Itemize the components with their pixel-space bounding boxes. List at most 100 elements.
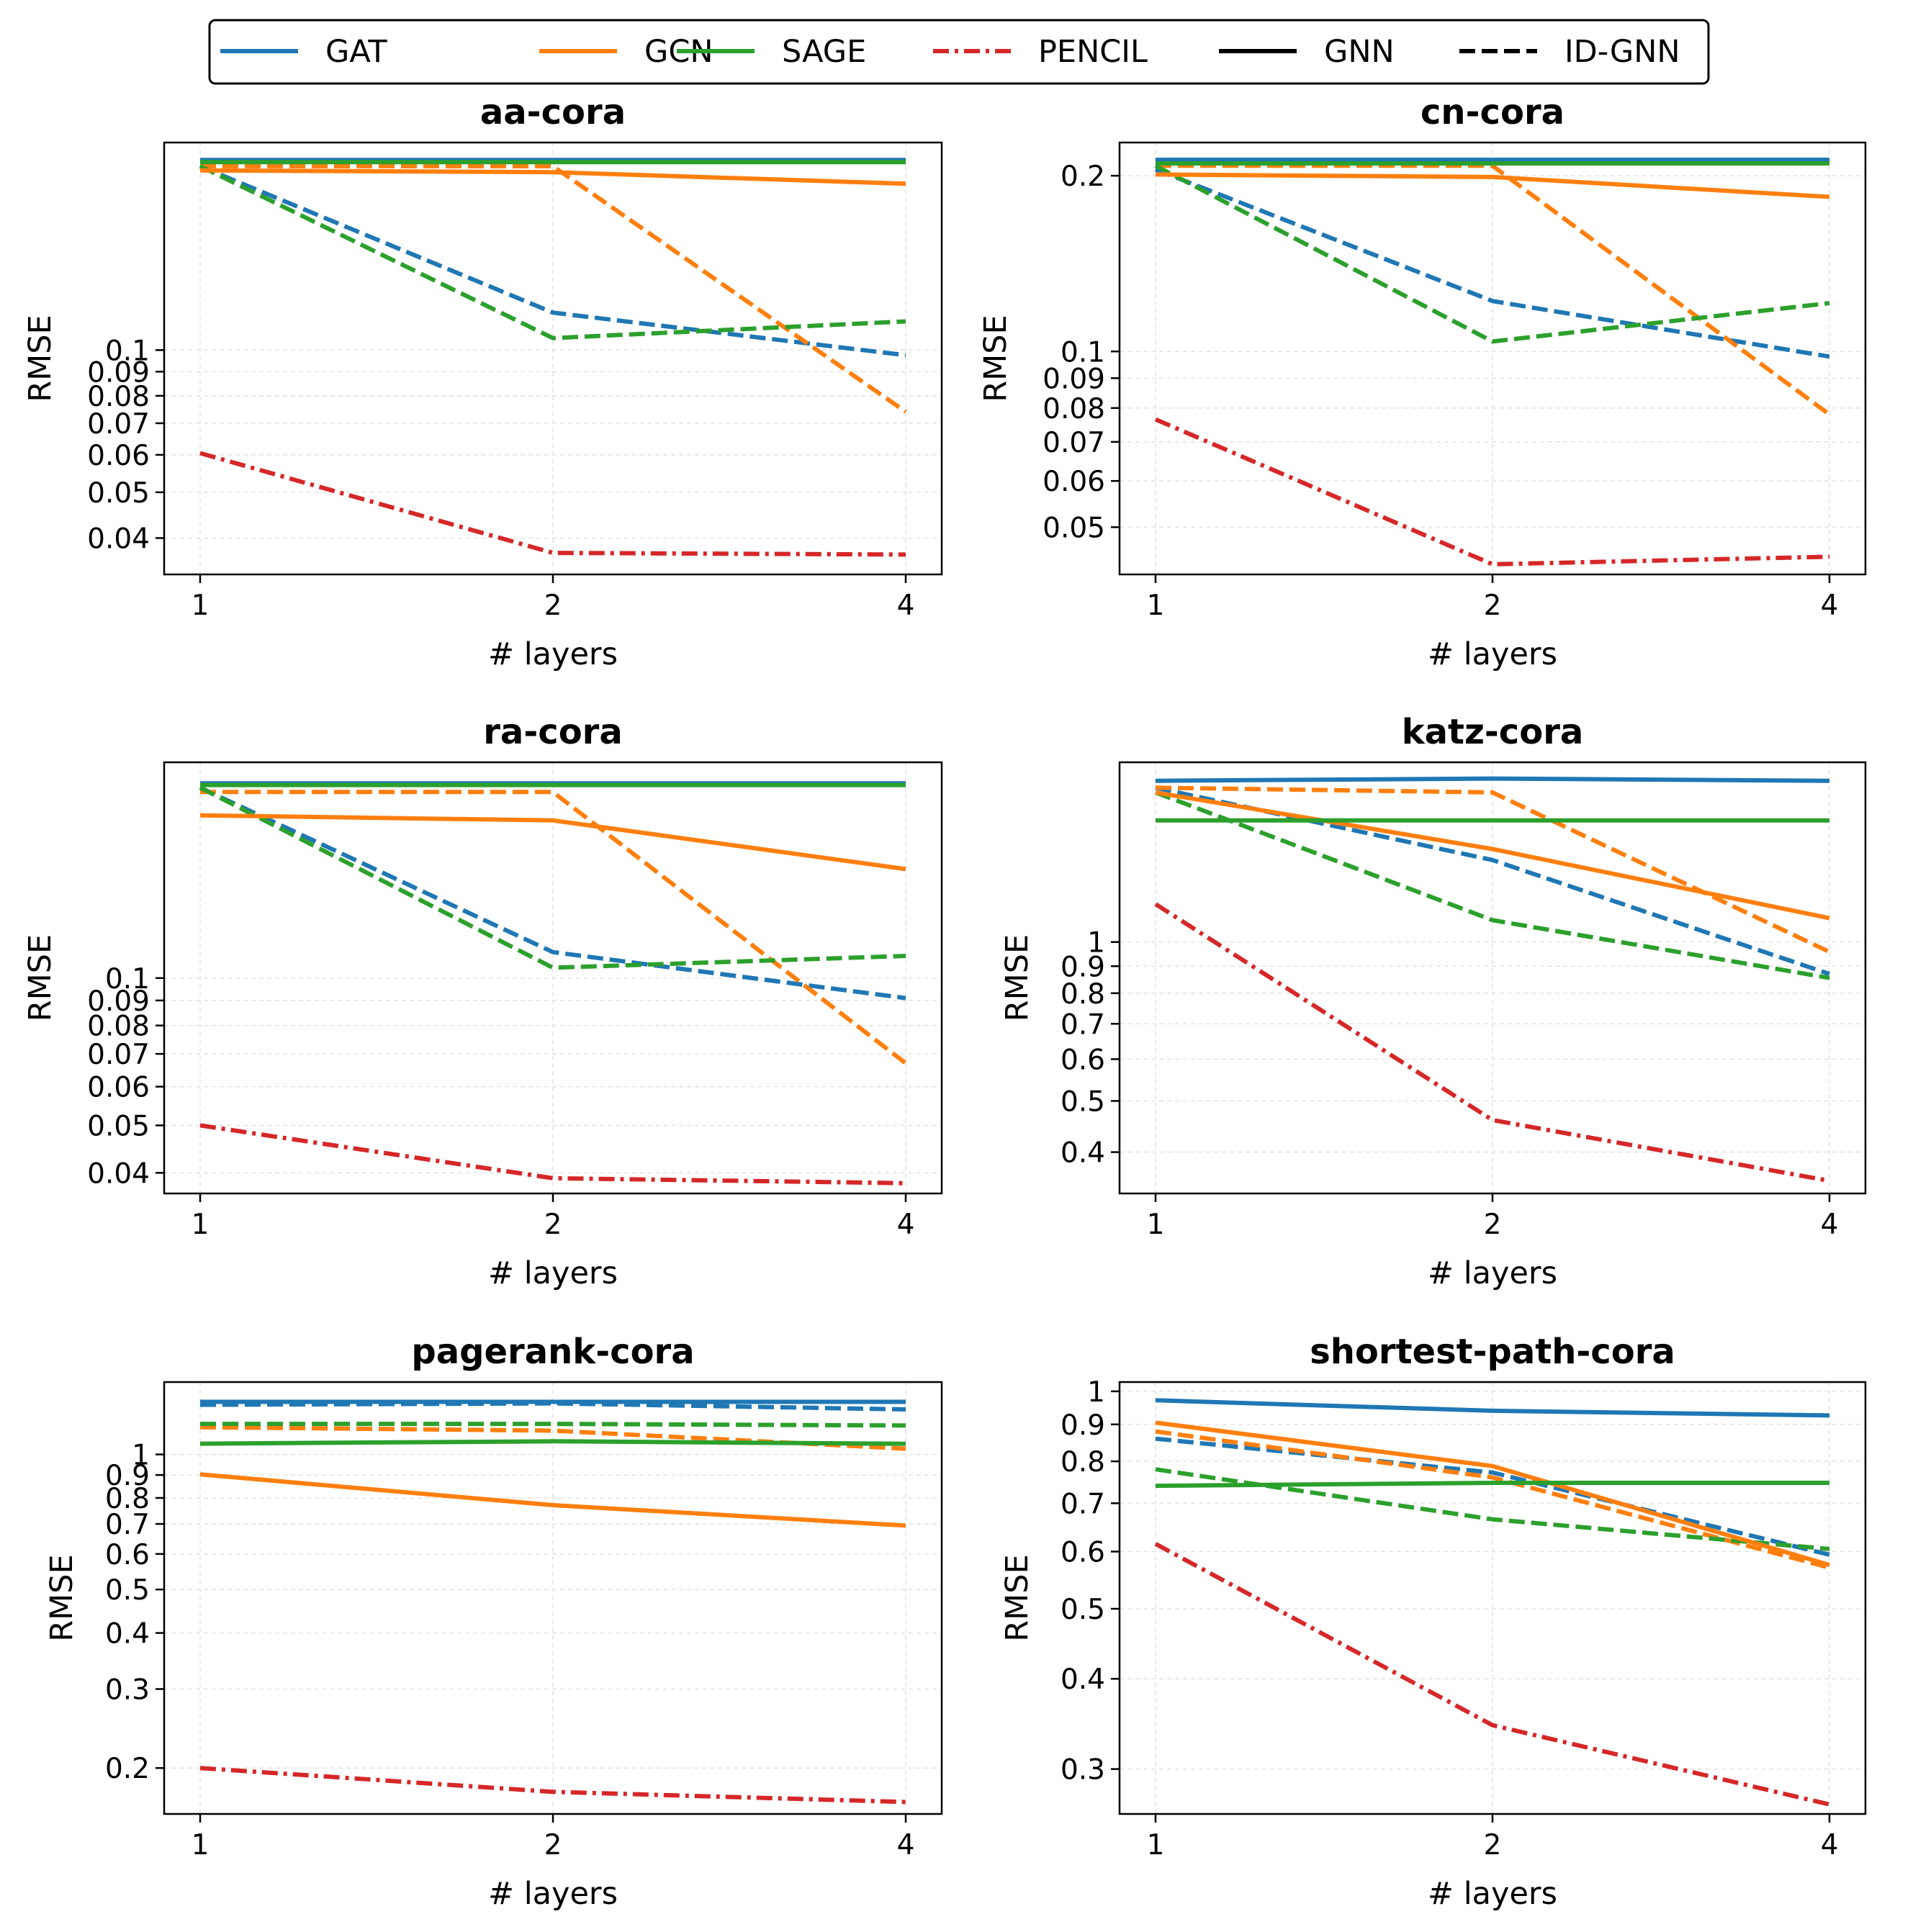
series-gat-id-gnn	[199, 164, 906, 358]
series-gcn-id-gnn	[200, 790, 907, 1065]
y-tick-label: 0.6	[1061, 1044, 1105, 1076]
panel-title: cn-cora	[1421, 92, 1564, 132]
series-group	[1154, 776, 1831, 1183]
legend-label-id-gnn: ID-GNN	[1564, 34, 1680, 70]
y-tick-label: 0.08	[1043, 393, 1105, 425]
y-tick-label: 0.07	[87, 1039, 150, 1071]
series-gcn-id-gnn	[1156, 163, 1831, 417]
y-axis-label: RMSE	[22, 934, 58, 1021]
y-tick-label: 0.09	[87, 985, 150, 1018]
y-tick-label: 0.09	[1043, 363, 1105, 395]
x-tick-label: 2	[1484, 590, 1502, 622]
y-tick-label: 0.8	[105, 1483, 150, 1515]
y-tick-label: 0.08	[87, 381, 150, 413]
series-pencil	[1154, 1542, 1830, 1807]
series-sage-id-gnn	[200, 1422, 906, 1428]
legend-entry-id-gnn: ID-GNN	[1459, 34, 1680, 70]
panel-title: shortest-path-cora	[1310, 1332, 1675, 1372]
y-tick-label: 0.07	[1043, 427, 1105, 459]
panels: 1 2 40.040.050.060.070.080.090.1aa-cora# l…	[22, 92, 1867, 1912]
y-tick-label: 0.3	[105, 1674, 150, 1706]
y-tick-label: 0.06	[1043, 466, 1105, 498]
y-tick-label: 0.5	[105, 1574, 150, 1607]
y-tick-label: 0.9	[1061, 1409, 1105, 1442]
series-pencil	[1154, 902, 1830, 1183]
y-tick-label: 0.7	[1061, 1488, 1105, 1520]
series-gcn-gnn	[1155, 172, 1830, 199]
y-tick-label: 0.2	[1061, 161, 1105, 193]
y-tick-label: 0.08	[87, 1011, 150, 1043]
x-tick-label: 1	[1147, 590, 1165, 622]
series-gcn-id-gnn	[200, 163, 907, 414]
y-tick-label: 0.9	[1061, 951, 1105, 983]
legend-entry-sage: SAGE	[677, 34, 866, 70]
series-gat-id-gnn	[199, 785, 906, 1001]
grid	[164, 762, 942, 1193]
series-sage-id-gnn	[199, 164, 906, 340]
x-axis-label: # layers	[1428, 1876, 1557, 1912]
y-axis-label: RMSE	[978, 315, 1014, 402]
series-gcn-gnn	[1155, 790, 1830, 921]
y-tick-label: 0.3	[1061, 1754, 1105, 1787]
x-tick-label: 1	[1147, 1209, 1165, 1241]
panel-title: ra-cora	[483, 712, 622, 752]
series-gcn-gnn	[199, 168, 906, 186]
y-tick-label: 1	[132, 1440, 150, 1472]
series-sage-gnn	[1155, 1481, 1829, 1489]
x-tick-label: 2	[1484, 1209, 1502, 1241]
y-axis-label: RMSE	[999, 1554, 1035, 1641]
grid	[164, 143, 942, 574]
y-tick-label: 0.1	[105, 963, 150, 996]
series-gcn-gnn	[199, 1472, 906, 1528]
legend-entry-gat: GAT	[220, 34, 387, 70]
series-group	[1154, 158, 1831, 566]
series-sage-gnn	[199, 1439, 906, 1446]
series-pencil	[199, 451, 906, 557]
series-gat-id-gnn	[1155, 1436, 1830, 1557]
x-tick-label: 4	[897, 590, 915, 622]
y-tick-label: 0.7	[105, 1509, 150, 1541]
legend-entry-pencil: PENCIL	[933, 34, 1148, 70]
series-pencil	[199, 1123, 906, 1186]
y-tick-label: 0.4	[105, 1618, 150, 1651]
x-tick-label: 4	[1821, 1829, 1839, 1861]
x-tick-label: 1	[192, 1829, 210, 1861]
y-tick-label: 0.04	[87, 1157, 150, 1190]
x-tick-label: 1	[192, 1209, 210, 1241]
legend-label-gnn: GNN	[1324, 34, 1395, 70]
y-tick-label: 0.07	[87, 408, 150, 441]
y-axis-label: RMSE	[44, 1554, 80, 1641]
y-tick-label: 1	[1087, 1376, 1105, 1409]
y-tick-label: 0.05	[1043, 512, 1105, 544]
y-tick-label: 0.04	[87, 523, 150, 555]
series-pencil	[1154, 417, 1830, 566]
y-tick-label: 0.05	[87, 1110, 150, 1142]
x-tick-label: 4	[897, 1209, 915, 1241]
x-axis-label: # layers	[1428, 1255, 1557, 1291]
y-tick-label: 1	[1087, 927, 1105, 960]
y-axis-label: RMSE	[999, 934, 1035, 1021]
series-group	[199, 781, 907, 1186]
series-sage-id-gnn	[1154, 790, 1830, 980]
panel-title: katz-cora	[1402, 712, 1584, 752]
grid	[1120, 143, 1865, 574]
series-gat-id-gnn	[199, 1401, 906, 1412]
x-tick-label: 2	[544, 1209, 562, 1241]
panel-cn-cora: 1 2 4 0.05 0.06 0.070.080.090.1 0.2 cn-cora # la…	[978, 92, 1867, 672]
y-tick-label: 0.7	[1061, 1008, 1105, 1041]
y-axis-label: RMSE	[22, 315, 58, 402]
x-tick-label: 1	[192, 590, 210, 622]
series-gcn-id-gnn	[1155, 785, 1831, 954]
legend-frame	[208, 19, 1710, 85]
y-tick-label: 0.5	[1061, 1594, 1105, 1626]
series-pencil	[199, 1766, 906, 1805]
y-tick-label: 0.5	[1061, 1085, 1105, 1118]
x-tick-label: 4	[1821, 590, 1839, 622]
panel-pagerank-cora: 1 2 40.20.30.40.50.60.70.80.91pagerank-cor…	[44, 1332, 943, 1912]
y-tick-label: 0.06	[87, 1072, 150, 1104]
grid	[164, 1382, 942, 1814]
y-tick-label: 0.6	[1061, 1537, 1105, 1569]
y-tick-label: 0.8	[1061, 978, 1105, 1011]
